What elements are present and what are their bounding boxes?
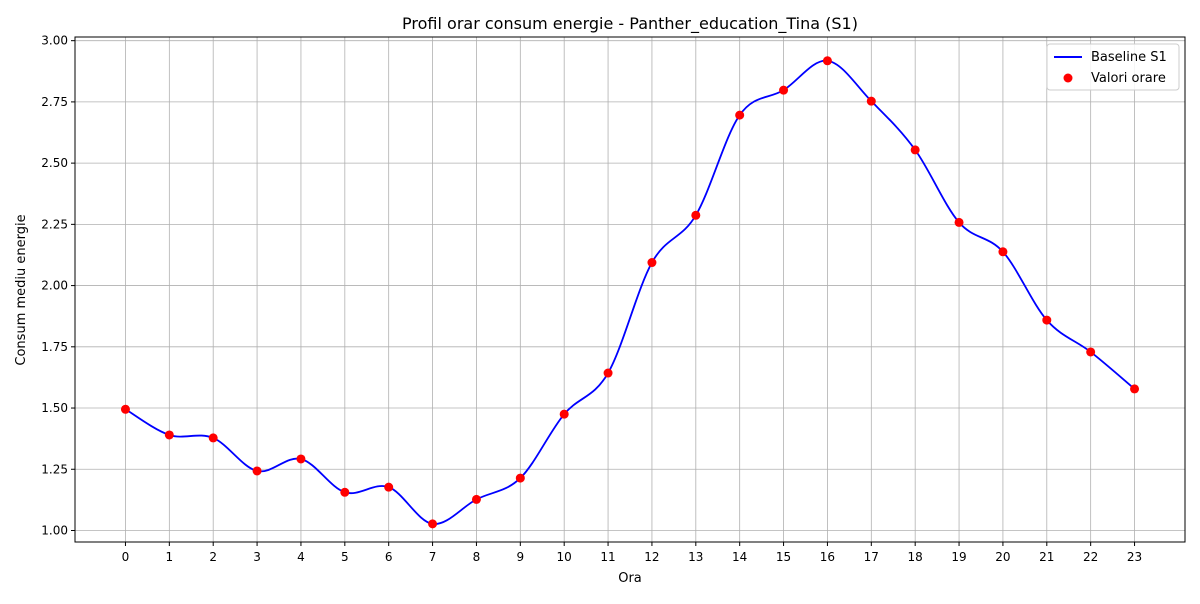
x-tick-label: 16 <box>820 550 835 564</box>
plot-frame <box>74 36 1186 543</box>
data-point-valori-orare <box>1130 384 1140 394</box>
grid <box>75 37 1185 542</box>
x-tick-label: 21 <box>1039 550 1054 564</box>
x-tick-label: 7 <box>429 550 437 564</box>
data-point-valori-orare <box>779 85 789 95</box>
data-point-valori-orare <box>603 368 613 378</box>
y-axis-label: Consum mediu energie <box>14 214 29 365</box>
data-point-valori-orare <box>164 430 174 440</box>
series-layer <box>120 56 1140 529</box>
data-point-valori-orare <box>735 110 745 120</box>
legend-label-points: Valori orare <box>1091 71 1166 86</box>
x-tick-label: 20 <box>995 550 1010 564</box>
data-point-valori-orare <box>866 96 876 106</box>
x-tick-label: 9 <box>516 550 524 564</box>
x-tick-label: 23 <box>1127 550 1142 564</box>
legend-box <box>1046 43 1180 91</box>
legend: Baseline S1 Valori orare <box>1046 43 1180 91</box>
data-point-valori-orare <box>471 494 481 504</box>
data-point-valori-orare <box>340 487 350 497</box>
y-tick-label: 1.00 <box>41 523 68 537</box>
x-tick-label: 4 <box>297 550 305 564</box>
x-tick-label: 1 <box>166 550 174 564</box>
data-point-valori-orare <box>296 454 306 464</box>
data-point-valori-orare <box>691 210 701 220</box>
data-point-valori-orare <box>822 56 832 66</box>
y-tick-label: 1.50 <box>41 401 68 415</box>
data-point-valori-orare <box>208 433 218 443</box>
data-point-valori-orare <box>428 519 438 529</box>
data-point-valori-orare <box>910 145 920 155</box>
y-tick-label: 2.75 <box>41 95 68 109</box>
x-tick-label: 0 <box>122 550 130 564</box>
x-tick-label: 13 <box>688 550 703 564</box>
data-point-valori-orare <box>384 482 394 492</box>
x-tick-label: 2 <box>209 550 217 564</box>
legend-marker-swatch <box>1063 73 1073 83</box>
x-axis-ticks: 0 1 2 3 4 5 6 7 8 9 10 11 12 13 14 15 16 17 18 19 20 21 22 23 <box>122 542 1142 564</box>
data-point-valori-orare <box>252 466 262 476</box>
x-tick-label: 11 <box>600 550 615 564</box>
x-axis-label: Ora <box>618 571 642 586</box>
data-point-valori-orare <box>998 247 1008 257</box>
x-tick-label: 5 <box>341 550 349 564</box>
x-tick-label: 14 <box>732 550 747 564</box>
data-point-valori-orare <box>1042 315 1052 325</box>
data-point-valori-orare <box>647 258 657 268</box>
chart-title: Profil orar consum energie - Panther_edu… <box>402 14 858 34</box>
y-tick-label: 3.00 <box>41 34 68 48</box>
y-axis-ticks: 1.00 1.25 1.50 1.75 2.00 2.25 2.50 2.75 3.00 <box>41 34 75 537</box>
data-point-valori-orare <box>954 217 964 227</box>
y-tick-label: 2.25 <box>41 217 68 231</box>
x-tick-label: 22 <box>1083 550 1098 564</box>
data-point-valori-orare <box>120 404 130 414</box>
y-tick-label: 1.75 <box>41 340 68 354</box>
x-tick-label: 3 <box>253 550 261 564</box>
x-tick-label: 6 <box>385 550 393 564</box>
y-tick-label: 2.00 <box>41 279 68 293</box>
x-tick-label: 19 <box>951 550 966 564</box>
series-line-baseline-s1 <box>124 59 1136 525</box>
x-tick-label: 12 <box>644 550 659 564</box>
x-tick-label: 10 <box>557 550 572 564</box>
data-point-valori-orare <box>1086 347 1096 357</box>
data-point-valori-orare <box>515 473 525 483</box>
legend-label-baseline: Baseline S1 <box>1091 50 1167 65</box>
y-tick-label: 1.25 <box>41 462 68 476</box>
x-tick-label: 17 <box>864 550 879 564</box>
y-tick-label: 2.50 <box>41 156 68 170</box>
data-point-valori-orare <box>559 409 569 419</box>
x-tick-label: 18 <box>908 550 923 564</box>
x-tick-label: 15 <box>776 550 791 564</box>
x-tick-label: 8 <box>473 550 481 564</box>
